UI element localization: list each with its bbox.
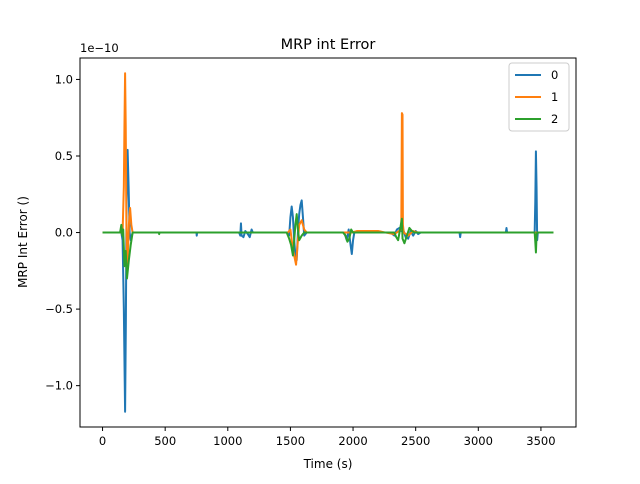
x-tick-label: 3000 bbox=[464, 434, 493, 448]
x-tick-label: 1500 bbox=[276, 434, 305, 448]
y-axis-offset-label: 1e−10 bbox=[80, 41, 119, 55]
chart-title: MRP int Error bbox=[281, 37, 376, 53]
x-tick-label: 3500 bbox=[526, 434, 555, 448]
series-lines bbox=[103, 73, 554, 411]
y-tick-label: 1.0 bbox=[55, 72, 73, 86]
legend-label-2: 2 bbox=[551, 112, 558, 126]
y-tick-label: 0.5 bbox=[55, 149, 73, 163]
legend-label-1: 1 bbox=[551, 90, 558, 104]
y-axis-label: MRP Int Error () bbox=[16, 196, 30, 288]
y-tick-label: −1.0 bbox=[45, 379, 73, 393]
x-tick-label: 2500 bbox=[401, 434, 430, 448]
x-axis-label: Time (s) bbox=[303, 457, 353, 471]
series-line-2 bbox=[103, 214, 554, 278]
series-line-1 bbox=[103, 73, 554, 264]
y-tick-label: 0.0 bbox=[55, 226, 73, 240]
legend: 0 1 2 bbox=[509, 63, 569, 131]
x-tick-label: 2000 bbox=[338, 434, 367, 448]
x-tick-label: 0 bbox=[99, 434, 106, 448]
y-ticks: −1.0 −0.5 0.0 0.5 1.0 bbox=[45, 72, 80, 392]
x-tick-label: 500 bbox=[154, 434, 176, 448]
legend-label-0: 0 bbox=[551, 68, 558, 82]
axes-frame bbox=[80, 58, 576, 427]
series-line-0 bbox=[103, 150, 554, 412]
x-tick-label: 1000 bbox=[213, 434, 242, 448]
x-ticks: 0 500 1000 1500 2000 2500 3000 3500 bbox=[99, 427, 556, 448]
y-tick-label: −0.5 bbox=[45, 302, 73, 316]
